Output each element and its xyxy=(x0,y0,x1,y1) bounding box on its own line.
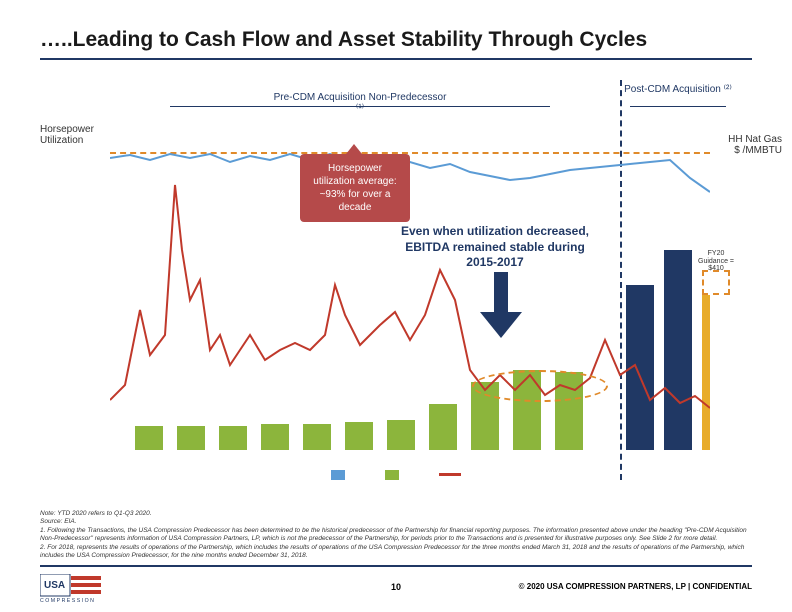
ebitda-note: Even when utilization decreased, EBITDA … xyxy=(390,224,600,271)
legend-green-icon xyxy=(385,470,399,480)
left-axis-label: Horsepower Utilization xyxy=(40,124,94,146)
guidance-box xyxy=(702,270,730,295)
title-underline xyxy=(40,58,752,60)
legend-red-icon xyxy=(439,473,461,476)
legend xyxy=(40,466,752,484)
callout-arrow-icon xyxy=(346,144,362,154)
chart-area: Pre-CDM Acquisition Non-Predecessor ⁽¹⁾ … xyxy=(40,80,752,480)
right-axis-label: HH Nat Gas $ /MMBTU xyxy=(728,134,782,156)
post-period-label: Post-CDM Acquisition ⁽²⁾ xyxy=(588,84,768,95)
footnotes: Note: YTD 2020 refers to Q1-Q3 2020.Sour… xyxy=(40,510,752,567)
post-period-line xyxy=(630,106,726,107)
copyright: © 2020 USA COMPRESSION PARTNERS, LP | CO… xyxy=(519,582,752,591)
legend-blue-icon xyxy=(331,470,345,480)
ebitda-ellipse xyxy=(472,370,608,402)
chart-svg xyxy=(110,140,710,450)
down-arrow-icon xyxy=(480,272,522,342)
pre-period-label: Pre-CDM Acquisition Non-Predecessor ⁽¹⁾ xyxy=(270,92,450,114)
guidance-label: FY20 Guidance = $410 xyxy=(696,250,736,273)
utilization-callout: Horsepower utilization average: ~93% for… xyxy=(300,154,410,222)
svg-text:COMPRESSION: COMPRESSION xyxy=(40,598,95,602)
footer: USA COMPRESSION 10 © 2020 USA COMPRESSIO… xyxy=(40,574,752,602)
slide-title: …..Leading to Cash Flow and Asset Stabil… xyxy=(40,28,752,52)
